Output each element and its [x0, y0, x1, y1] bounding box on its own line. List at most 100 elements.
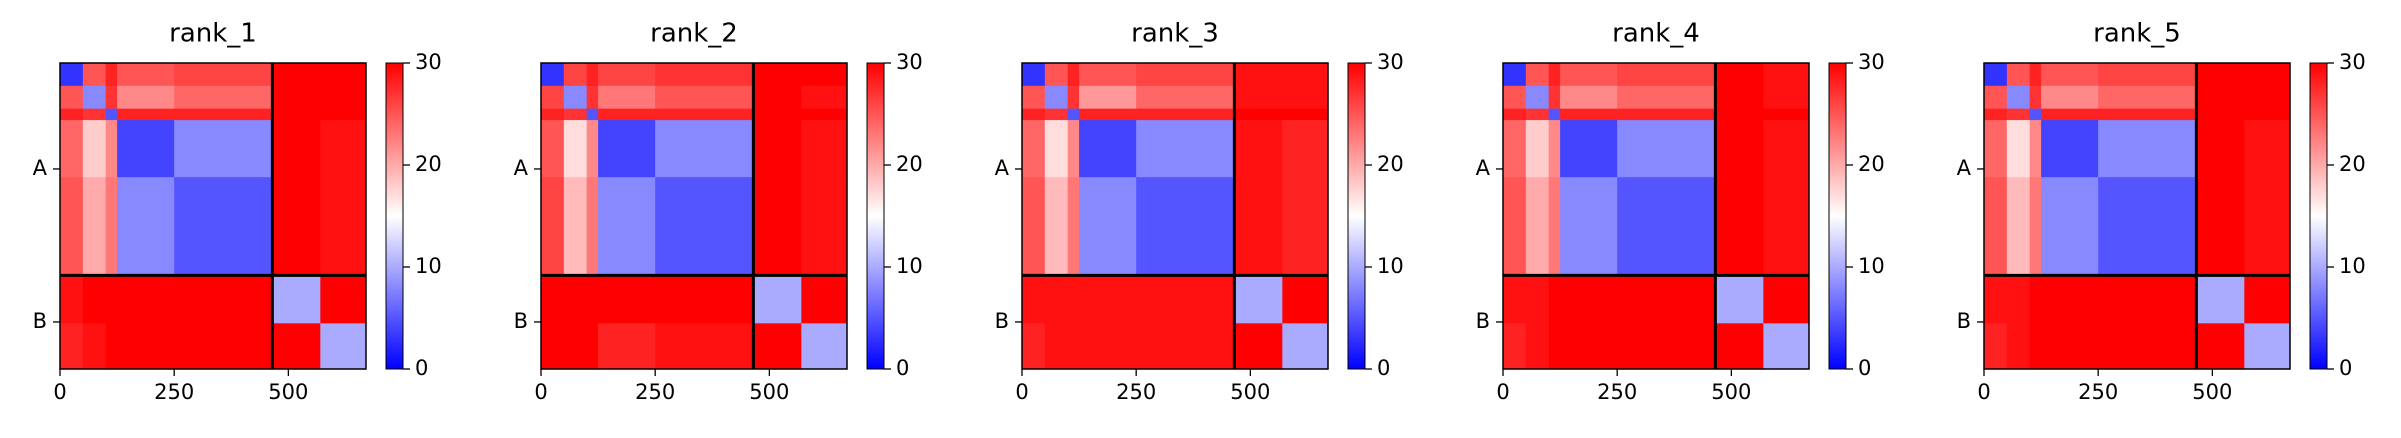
- heatmap-cell: [272, 177, 321, 276]
- heatmap-cell: [2098, 177, 2197, 276]
- heatmap-cell: [2196, 323, 2245, 370]
- heatmap-cell: [2041, 177, 2099, 276]
- heatmap-cell: [1715, 63, 1764, 87]
- y-tick-label: A: [995, 156, 1010, 180]
- heatmap-cell: [1067, 108, 1080, 121]
- heatmap-cell: [82, 323, 107, 370]
- heatmap-cell: [1560, 275, 1618, 324]
- heatmap-cell: [1282, 108, 1329, 121]
- colorbar-tick-label: 10: [1858, 254, 1885, 278]
- heatmap-cell: [1022, 120, 1046, 178]
- heatmap-cell: [563, 120, 588, 178]
- heatmap-cell: [2098, 108, 2197, 121]
- heatmap-cell: [320, 63, 367, 87]
- heatmap-cell: [1525, 323, 1550, 370]
- heatmap-cell: [2029, 323, 2042, 370]
- heatmap-cell: [655, 275, 754, 324]
- panel-title: rank_3: [1131, 19, 1219, 49]
- heatmap-cell: [1282, 85, 1329, 110]
- heatmap-cell: [117, 63, 175, 87]
- heatmap-cell: [2098, 323, 2197, 370]
- heatmap-cell: [1067, 323, 1080, 370]
- heatmap-cell: [1617, 120, 1716, 178]
- heatmap-cell: [541, 108, 565, 121]
- heatmap-cell: [541, 120, 565, 178]
- y-tick-label: A: [1476, 156, 1491, 180]
- heatmap-cell: [2041, 323, 2099, 370]
- heatmap-cell: [1234, 323, 1283, 370]
- colorbar-tick-label: 30: [2339, 50, 2366, 74]
- heatmap-cell: [2041, 63, 2099, 87]
- colorbar-tick-label: 10: [1377, 254, 1404, 278]
- heatmap-cell: [60, 120, 84, 178]
- heatmap-cell: [1282, 63, 1329, 87]
- heatmap-cell: [1044, 63, 1069, 87]
- y-tick-label: B: [995, 309, 1009, 333]
- heatmap-cell: [174, 108, 273, 121]
- heatmap-cell: [1560, 177, 1618, 276]
- y-tick-label: A: [514, 156, 529, 180]
- heatmap-cell: [1503, 120, 1527, 178]
- heatmap-cell: [1617, 177, 1716, 276]
- axes-frame: [540, 62, 848, 370]
- panel-title: rank_5: [2093, 19, 2181, 49]
- heatmap-cell: [598, 323, 656, 370]
- colorbar-tick-label: 20: [1377, 152, 1404, 176]
- heatmap-cell: [1525, 63, 1550, 87]
- heatmap-cell: [82, 63, 107, 87]
- heatmap-cell: [1022, 177, 1046, 276]
- heatmap-cell: [1282, 177, 1329, 276]
- colorbar: [385, 62, 404, 370]
- x-tick-label: 0: [1977, 380, 1990, 404]
- x-tick-label: 0: [53, 380, 66, 404]
- heatmap-cell: [1560, 108, 1618, 121]
- y-tick-label: A: [1957, 156, 1972, 180]
- heatmap-cell: [1525, 108, 1550, 121]
- heatmap-cell: [1715, 108, 1764, 121]
- heatmap-cell: [1044, 85, 1069, 110]
- heatmap-cell: [2244, 177, 2291, 276]
- heatmap-cell: [1560, 63, 1618, 87]
- heatmap-cell: [2006, 108, 2031, 121]
- heatmap-cell: [1067, 177, 1080, 276]
- heatmap-cell: [117, 85, 175, 110]
- heatmap-cell: [1560, 85, 1618, 110]
- x-tick-label: 500: [268, 380, 308, 404]
- colorbar-tick-label: 0: [896, 356, 909, 380]
- heatmap-cell: [1548, 120, 1561, 178]
- heatmap-cell: [174, 85, 273, 110]
- heatmap-cell: [320, 323, 367, 370]
- heatmap-cell: [105, 85, 118, 110]
- heatmap-cell: [1984, 323, 2008, 370]
- heatmap-cell: [117, 275, 175, 324]
- heatmap-cell: [82, 275, 107, 324]
- heatmap-cell: [1525, 177, 1550, 276]
- heatmap-cell: [1548, 85, 1561, 110]
- x-tick-label: 0: [1015, 380, 1028, 404]
- heatmap-cell: [541, 323, 565, 370]
- x-tick-label: 250: [1597, 380, 1637, 404]
- heatmap-cell: [1548, 323, 1561, 370]
- heatmap-cell: [586, 85, 599, 110]
- heatmap-cell: [2029, 275, 2042, 324]
- heatmap-cell: [1136, 63, 1235, 87]
- heatmap-cell: [1234, 275, 1283, 324]
- heatmap-cell: [1548, 177, 1561, 276]
- heatmap-cell: [753, 323, 802, 370]
- heatmap-cell: [563, 85, 588, 110]
- heatmap-cell: [1560, 323, 1618, 370]
- heatmap-cell: [753, 120, 802, 178]
- heatmap-cell: [1079, 63, 1137, 87]
- y-tick-label: B: [1476, 309, 1490, 333]
- y-tick-label: B: [1957, 309, 1971, 333]
- x-tick-label: 250: [1116, 380, 1156, 404]
- heatmap-cell: [1763, 108, 1810, 121]
- heatmap-cell: [105, 275, 118, 324]
- heatmap-cell: [2006, 63, 2031, 87]
- heatmap-cell: [1282, 275, 1329, 324]
- heatmap-cell: [320, 275, 367, 324]
- heatmap-cell: [1044, 275, 1069, 324]
- heatmap-cell: [60, 85, 84, 110]
- heatmap-cell: [1763, 177, 1810, 276]
- heatmap-cell: [598, 63, 656, 87]
